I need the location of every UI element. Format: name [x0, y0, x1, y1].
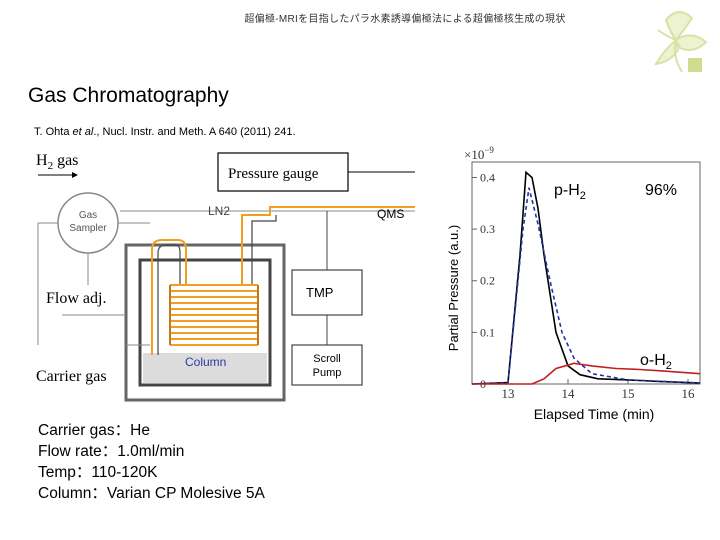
condition-column: Column：Varian CP Molesive 5A — [38, 485, 265, 502]
reference-authors: T. Ohta — [34, 126, 73, 138]
y-tick-label: 0.2 — [480, 274, 495, 288]
y-axis-label: Partial Pressure (a.u.) — [446, 225, 461, 351]
x-tick-label: 15 — [622, 386, 635, 401]
gas-sampler-label-1: Gas — [79, 210, 97, 221]
series-line-solid-black — [471, 170, 701, 385]
tmp-label: TMP — [306, 285, 333, 300]
ln2-label: LN2 — [208, 204, 230, 218]
x-tick-label: 13 — [502, 386, 515, 401]
qms-label: QMS — [377, 207, 404, 221]
series-line-solid-red — [472, 362, 701, 385]
scroll-pump-box — [291, 344, 363, 386]
reference-citation: T. Ohta et al., Nucl. Instr. and Meth. A… — [34, 126, 296, 138]
x-axis-label: Elapsed Time (min) — [534, 406, 655, 422]
y-tick-label: 0.1 — [480, 325, 495, 339]
column-label: Column — [185, 355, 226, 369]
x-tick-label: 16 — [682, 386, 696, 401]
apparatus-diagram: H2 gas Pressure gauge Gas Sampler QMS LN… — [36, 152, 415, 402]
plot-frame — [471, 161, 701, 385]
slide-title: Gas Chromatography — [28, 84, 229, 107]
y-tick-label: 0.4 — [480, 170, 495, 184]
scroll-pump-label-1: Scroll — [313, 353, 341, 365]
series-line-dashed-blue — [471, 187, 701, 385]
y-multiplier-label: ×10−9 — [464, 145, 494, 162]
flower-logo-icon — [654, 11, 708, 73]
o-h2-annotation: o-H2 — [640, 352, 672, 372]
ln2-liquid — [143, 353, 267, 383]
carrier-gas-label: Carrier gas — [36, 368, 107, 385]
header-title: 超偏極-MRIを目指したパラ水素誘導偏極法による超偏極核生成の現状 — [244, 14, 566, 25]
y-tick-label: 0.3 — [480, 222, 495, 236]
p-h2-annotation: p-H2 — [554, 182, 586, 202]
condition-temp: Temp：110-120K — [38, 464, 158, 481]
gas-sampler-label-2: Sampler — [69, 223, 107, 234]
condition-flow-rate: Flow rate：1.0ml/min — [38, 443, 185, 460]
chromatogram-chart: Partial Pressure (a.u.) ×10−9 00.10.20.3… — [446, 145, 701, 422]
x-tick-label: 14 — [562, 386, 576, 401]
pressure-gauge-label: Pressure gauge — [228, 166, 319, 182]
flow-adj-label: Flow adj. — [46, 290, 106, 307]
reference-journal: ., Nucl. Instr. and Meth. A 640 (2011) 2… — [93, 126, 296, 138]
condition-carrier-gas: Carrier gas：He — [38, 422, 150, 439]
conditions-list: Carrier gas：He Flow rate：1.0ml/min Temp：… — [38, 420, 265, 504]
reference-etal: et al — [72, 126, 94, 138]
column-coil — [170, 284, 258, 346]
scroll-pump-label-2: Pump — [313, 367, 342, 379]
percent-annotation: 96% — [645, 182, 677, 199]
h2-gas-label: H2 gas — [36, 152, 78, 172]
